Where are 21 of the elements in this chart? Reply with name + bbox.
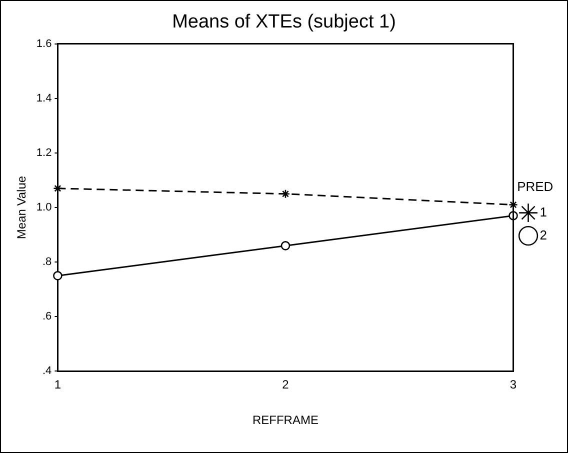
- point: [53, 271, 62, 280]
- y-tick-label: .6: [42, 310, 52, 323]
- y-axis-title: Mean Value: [14, 176, 29, 240]
- point: [280, 189, 290, 199]
- legend-label: 2: [540, 227, 548, 242]
- point: [280, 241, 290, 250]
- y-tick-label: 1.2: [36, 146, 52, 159]
- x-tick-label: 3: [510, 378, 517, 392]
- y-tick-label: 1.0: [36, 202, 52, 214]
- y-tick-label: .8: [42, 256, 52, 268]
- x-axis-title: REFFRAME: [252, 413, 318, 428]
- point: [508, 200, 518, 210]
- x-tick-label: 1: [54, 378, 62, 392]
- y-tick-label: 1.6: [36, 38, 52, 50]
- legend-label: 1: [540, 204, 548, 220]
- point: [53, 184, 62, 194]
- legend-title: PRED: [517, 178, 554, 194]
- chart-title: Means of XTEs (subject 1): [172, 12, 396, 33]
- y-tick-label: 1.4: [36, 92, 52, 104]
- x-tick-label: 2: [282, 378, 290, 392]
- y-tick-label: .4: [42, 365, 52, 378]
